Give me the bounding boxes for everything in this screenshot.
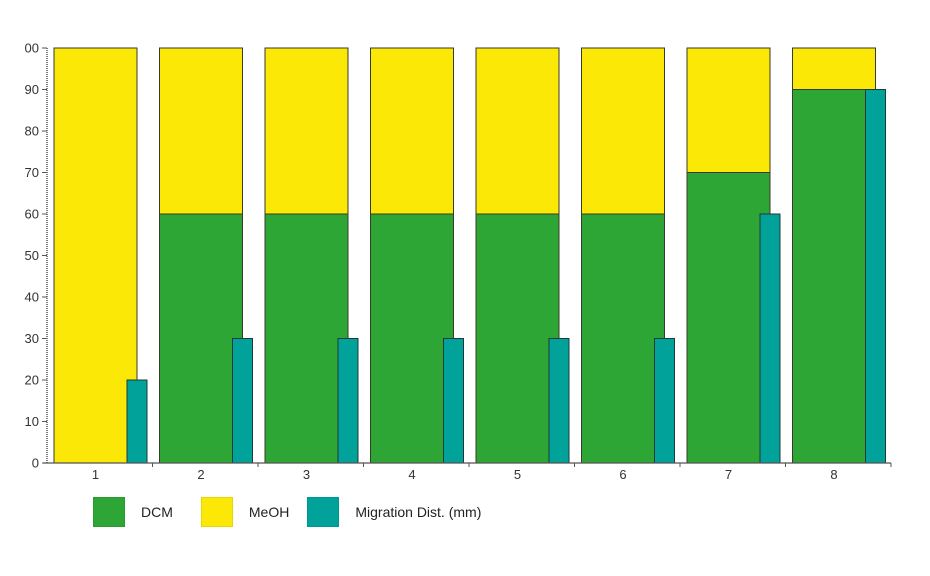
y-tick-label: 30 [25, 331, 39, 346]
x-tick-label: 2 [197, 467, 204, 482]
bar-migration-4 [443, 338, 464, 464]
bar-meoh-1 [53, 47, 138, 464]
y-tick-label: 00 [25, 41, 39, 56]
bar-meoh-2 [159, 47, 243, 215]
x-tick-label: 4 [408, 467, 415, 482]
y-tick-label: 10 [25, 414, 39, 429]
y-tick-label: 90 [25, 82, 39, 97]
bar-migration-5 [548, 338, 570, 464]
y-tick-label: 0 [32, 456, 39, 471]
legend-label-dcm: DCM [141, 504, 173, 520]
y-tick-label: 70 [25, 165, 39, 180]
x-tick-label: 3 [303, 467, 310, 482]
bar-meoh-8 [792, 47, 876, 90]
x-tick-label: 5 [514, 467, 521, 482]
y-tick-label: 50 [25, 248, 39, 263]
x-tick-label: 7 [725, 467, 732, 482]
legend-swatch-meoh [200, 497, 233, 527]
bar-migration-8 [865, 89, 886, 464]
bar-migration-6 [654, 338, 675, 464]
bar-meoh-3 [264, 47, 349, 215]
bar-meoh-7 [686, 47, 771, 173]
bar-meoh-5 [475, 47, 560, 215]
chart-legend: DCM MeOH Migration Dist. (mm) [93, 497, 499, 527]
bar-migration-7 [759, 213, 781, 464]
bar-meoh-4 [370, 47, 454, 215]
x-tick-label: 8 [830, 467, 837, 482]
legend-swatch-dcm [93, 497, 125, 527]
legend-item-dcm: DCM [93, 497, 173, 527]
bar-dcm-8 [792, 89, 876, 464]
legend-label-meoh: MeOH [248, 504, 290, 520]
bar-meoh-6 [581, 47, 665, 215]
x-tick-label: 6 [619, 467, 626, 482]
bars-group [53, 47, 886, 464]
y-tick-label: 60 [25, 207, 39, 222]
bar-migration-2 [232, 338, 253, 464]
bar-migration-3 [337, 338, 359, 464]
bar-dcm-7 [686, 172, 771, 464]
bar-dcm-2 [159, 213, 243, 464]
legend-item-migration: Migration Dist. (mm) [307, 497, 481, 527]
x-tick-label: 1 [92, 467, 99, 482]
bar-dcm-3 [264, 213, 349, 464]
bar-dcm-4 [370, 213, 454, 464]
legend-swatch-migration [307, 497, 340, 527]
bar-dcm-5 [475, 213, 560, 464]
y-tick-label: 40 [25, 290, 39, 305]
y-tick-label: 80 [25, 124, 39, 139]
bar-dcm-6 [581, 213, 665, 464]
legend-item-meoh: MeOH [191, 497, 289, 527]
y-tick-label: 20 [25, 373, 39, 388]
bar-migration-1 [126, 379, 148, 464]
legend-label-migration: Migration Dist. (mm) [355, 504, 482, 520]
